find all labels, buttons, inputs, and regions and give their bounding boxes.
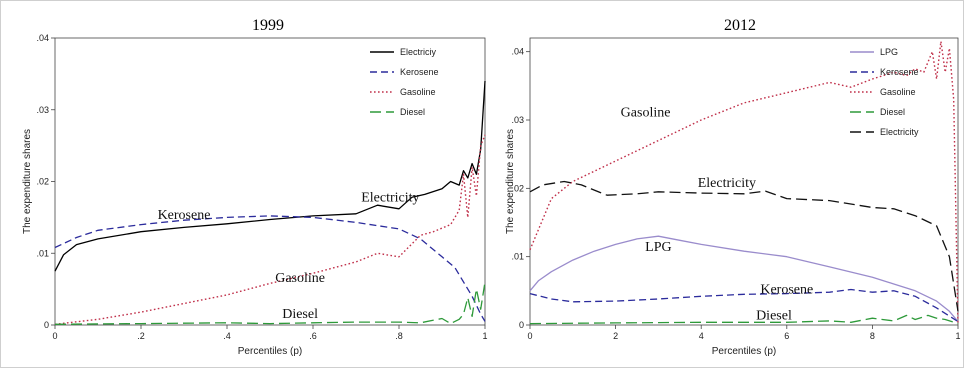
legend-label-kerosene: Kerosene xyxy=(880,67,919,77)
annotation-gasoline: Gasoline xyxy=(275,271,325,286)
x-tick-label: 2 xyxy=(613,331,618,341)
y-tick-label: .01 xyxy=(511,252,524,262)
y-tick-label: 0 xyxy=(519,320,524,330)
chart-panel-1999: 1999 0 .2 .4 .6 .8 1 0 .01 .02 .03 .04 Percentiles (… xyxy=(22,17,488,357)
y-tick-label: .03 xyxy=(511,115,524,125)
x-tick-label: 0 xyxy=(527,331,532,341)
x-tick-label: 0 xyxy=(52,331,57,341)
legend-label-lpg: LPG xyxy=(880,47,898,57)
annotation-gasoline: Gasoline xyxy=(621,106,671,121)
y-axis-label: The expenditure shares xyxy=(505,129,516,234)
y-tick-label: .02 xyxy=(511,183,524,193)
annotation-diesel: Diesel xyxy=(282,307,318,322)
annotation-diesel: Diesel xyxy=(756,309,792,324)
chart-title: 2012 xyxy=(724,17,756,34)
y-tick-label: .04 xyxy=(36,33,49,43)
series-line-diesel xyxy=(529,314,959,325)
x-tick-label: .4 xyxy=(223,331,231,341)
annotation-kerosene: Kerosene xyxy=(760,283,813,298)
y-axis-label: The expenditure shares xyxy=(22,129,33,234)
annotation-electricity: Electricity xyxy=(698,176,756,191)
y-tick-label: 0 xyxy=(44,320,49,330)
y-tick-label: .01 xyxy=(36,248,49,258)
series-line-lpg xyxy=(529,235,959,323)
legend-label-gasoline: Gasoline xyxy=(400,87,436,97)
y-tick-label: .02 xyxy=(36,177,49,187)
x-tick-label: 1 xyxy=(955,331,960,341)
legend-label-electriciy: Electriciy xyxy=(400,47,437,57)
series-line-gasoline xyxy=(54,134,486,325)
series-line-electriciy xyxy=(54,80,486,272)
annotation-electricity: Electricity xyxy=(361,191,419,206)
plot-frame xyxy=(529,37,959,326)
series-line-kerosene xyxy=(529,288,959,323)
y-tick-label: .04 xyxy=(511,47,524,57)
x-tick-label: 1 xyxy=(482,331,487,341)
x-axis-label: Percentiles (p) xyxy=(238,346,302,357)
legend-label-diesel: Diesel xyxy=(400,107,425,117)
x-tick-label: .8 xyxy=(395,331,403,341)
legend-label-kerosene: Kerosene xyxy=(400,67,439,77)
chart-title: 1999 xyxy=(252,17,284,34)
x-axis-label: Percentiles (p) xyxy=(712,346,776,357)
x-tick-label: .6 xyxy=(309,331,317,341)
series-line-electricity xyxy=(529,180,959,312)
annotation-kerosene: Kerosene xyxy=(158,208,211,223)
x-tick-label: 8 xyxy=(870,331,875,341)
legend-label-diesel: Diesel xyxy=(880,107,905,117)
series-line-diesel xyxy=(54,281,486,325)
legend-label-electricity: Electricity xyxy=(880,127,919,137)
x-tick-label: .2 xyxy=(137,331,145,341)
y-tick-label: .03 xyxy=(36,105,49,115)
annotation-lpg: LPG xyxy=(645,240,671,255)
x-tick-label: 4 xyxy=(699,331,704,341)
legend-label-gasoline: Gasoline xyxy=(880,87,916,97)
x-tick-label: 6 xyxy=(784,331,789,341)
